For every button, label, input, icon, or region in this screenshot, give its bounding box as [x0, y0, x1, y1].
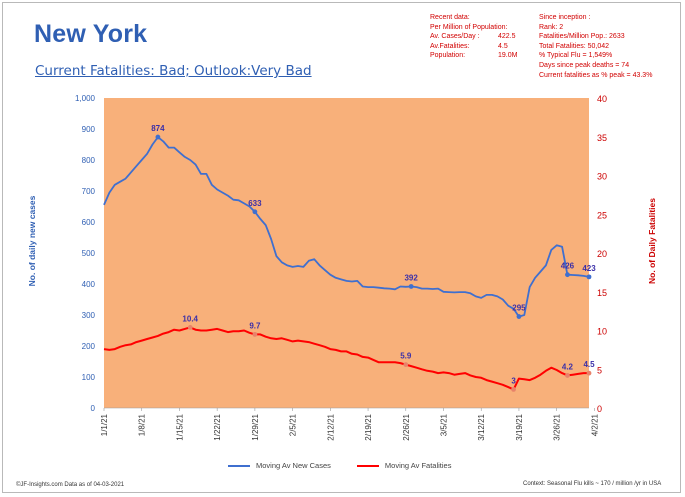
y-tick-label: 200	[82, 342, 96, 351]
x-tick-label: 2/26/21	[402, 413, 411, 440]
legend-item-fatalities: Moving Av Fatalities	[356, 461, 452, 470]
legend-swatch-fatalities	[356, 464, 379, 467]
y2-tick-label: 40	[597, 94, 607, 104]
y2-tick-label: 30	[597, 172, 607, 182]
inception-panel: Since inception : Rank: 2 Fatalities/Mil…	[539, 13, 679, 80]
y2-tick-label: 15	[597, 288, 607, 298]
y-tick-label: 900	[82, 125, 96, 134]
chart-subtitle: Current Fatalities: Bad; Outlook:Very Ba…	[35, 63, 312, 79]
x-tick-label: 1/29/21	[251, 413, 260, 440]
inception-line: Fatalities/Million Pop.: 2633	[539, 33, 625, 41]
data-label: 4.5	[583, 360, 595, 369]
cases-point-marker	[155, 134, 161, 140]
y-tick-label: 400	[82, 280, 96, 289]
data-label: 423	[582, 264, 596, 273]
data-label: 5.9	[400, 352, 412, 361]
inception-line: Current fatalities as % peak = 43.3%	[539, 71, 653, 79]
data-label: 874	[151, 124, 165, 133]
x-tick-label: 3/12/21	[477, 413, 486, 440]
stat-value: 19.0M	[498, 52, 518, 60]
legend-label-cases: Moving Av New Cases	[256, 461, 331, 470]
stat-value: 422.5	[498, 33, 516, 41]
y2-tick-label: 0	[597, 404, 602, 414]
cases-point-marker	[252, 209, 258, 215]
stat-value: 4.5	[498, 42, 508, 50]
y-axis-label-left: No. of daily new cases	[27, 195, 37, 287]
data-label: 10.4	[182, 314, 198, 323]
per-million-heading: Per Million of Population:	[430, 23, 508, 31]
x-tick-label: 1/1/21	[100, 413, 109, 436]
y-tick-label: 0	[91, 404, 96, 413]
stat-row: Population: 19.0M	[430, 51, 540, 61]
stat-row: Av.Fatalities: 4.5	[430, 42, 540, 52]
series-line-fatalities	[103, 326, 589, 391]
y2-tick-label: 35	[597, 133, 607, 143]
inception-line: Total Fatalities: 50,042	[539, 42, 610, 50]
x-tick-label: 1/15/21	[175, 413, 184, 440]
y2-tick-label: 5	[597, 365, 602, 375]
recent-data-panel: Recent data: Per Million of Population: …	[430, 13, 540, 61]
stat-row: Av. Cases/Day : 422.5	[430, 32, 540, 42]
fatalities-point-marker	[586, 370, 592, 376]
page-title: New York	[34, 20, 148, 48]
fatalities-point-marker	[403, 362, 409, 367]
inception-line: Rank: 2	[539, 23, 564, 31]
y2-tick-label: 20	[597, 249, 607, 259]
y-tick-label: 600	[82, 218, 96, 227]
x-tick-label: 4/2/21	[590, 413, 599, 436]
cases-point-marker	[516, 314, 522, 319]
x-tick-label: 3/5/21	[440, 413, 449, 436]
fatalities-point-marker	[187, 325, 193, 330]
series-line-cases	[103, 136, 590, 318]
x-tick-label: 2/19/21	[364, 413, 373, 440]
y-tick-label: 700	[82, 187, 96, 196]
fatalities-point-marker	[511, 387, 516, 392]
legend-item-cases: Moving Av New Cases	[228, 461, 331, 470]
fatalities-point-marker	[252, 331, 258, 337]
x-tick-label: 2/5/21	[289, 413, 298, 436]
x-tick-label: 1/8/21	[138, 413, 147, 436]
y-tick-label: 100	[82, 373, 96, 382]
y-tick-label: 800	[82, 156, 96, 165]
plot-area	[104, 98, 589, 408]
data-label: 426	[561, 262, 575, 271]
x-tick-label: 1/22/21	[213, 413, 222, 440]
data-label: 295	[512, 304, 526, 313]
inception-heading: Since inception :	[539, 14, 591, 21]
legend-swatch-cases	[228, 464, 250, 467]
data-label: 3	[511, 376, 516, 385]
stat-label: Population:	[430, 52, 466, 60]
footer-context: Context: Seasonal Flu kills ~ 170 / mill…	[523, 481, 662, 487]
footer-copyright: ©JF-Insights.com Data as of 04-03-2021	[16, 482, 125, 488]
cases-point-marker	[565, 272, 570, 278]
stat-label: Av.Fatalities:	[430, 42, 470, 50]
x-tick-label: 2/12/21	[326, 413, 335, 440]
legend-label-fatalities: Moving Av Fatalities	[384, 461, 452, 470]
data-label: 4.2	[562, 362, 574, 371]
inception-line: Days since peak deaths = 74	[539, 61, 630, 69]
y-tick-label: 500	[82, 249, 96, 258]
data-label: 633	[248, 199, 262, 208]
y-axis-label-right: No. of Daily Fatalities	[647, 198, 657, 284]
x-tick-label: 3/26/21	[553, 413, 562, 440]
y2-tick-label: 10	[597, 327, 607, 337]
data-label: 392	[404, 273, 418, 282]
y-tick-label: 1,000	[75, 94, 96, 103]
y2-tick-label: 25	[597, 210, 607, 220]
fatalities-point-marker	[565, 373, 570, 378]
y-tick-label: 300	[82, 311, 96, 320]
data-label: 9.7	[249, 321, 261, 330]
recent-heading: Recent data:	[430, 14, 470, 21]
cases-point-marker	[586, 274, 592, 280]
stat-label: Av. Cases/Day :	[430, 33, 480, 41]
inception-line: % Typical Flu = 1,549%	[539, 52, 613, 60]
cases-point-marker	[408, 284, 414, 289]
x-tick-label: 3/19/21	[515, 413, 524, 440]
chart-legend: Moving Av New Cases Moving Av Fatalities	[228, 461, 451, 470]
